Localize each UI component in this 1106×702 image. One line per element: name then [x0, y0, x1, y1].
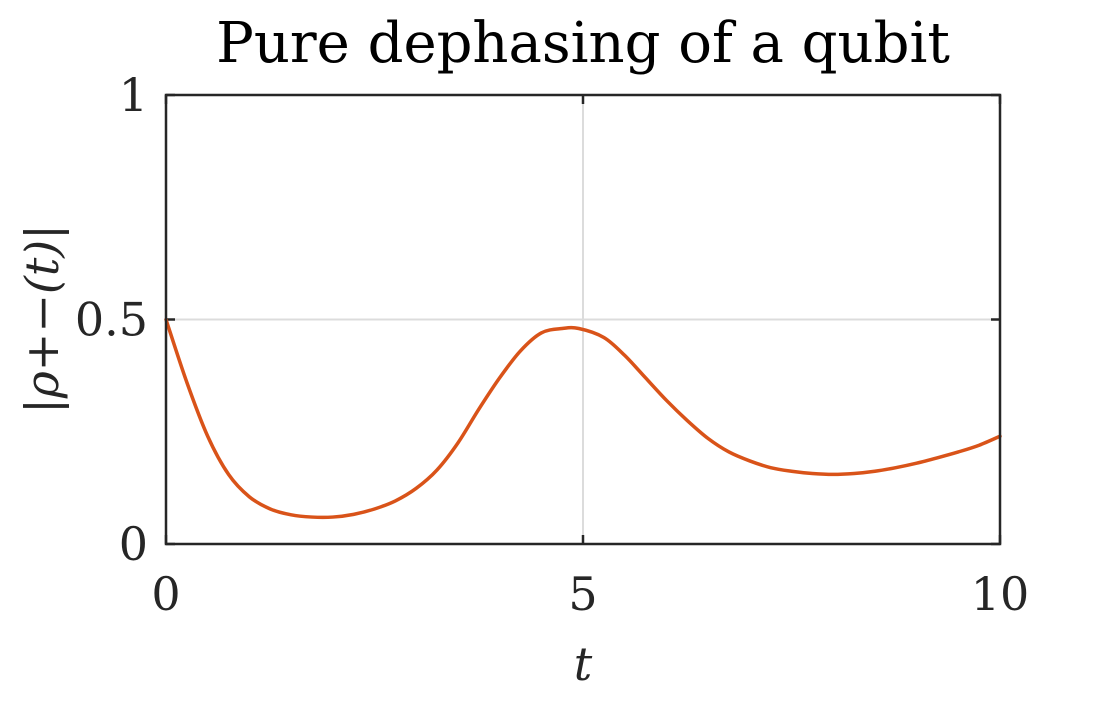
y-tick-label: 1	[119, 68, 148, 122]
y-axis-label: |ρ+−(t)|	[15, 224, 69, 414]
series-line	[164, 317, 1002, 520]
tick-labels: 0 5 10 0 0.5 1	[75, 68, 1029, 621]
x-tick-label: 10	[971, 567, 1030, 621]
plot-frame	[164, 93, 1002, 546]
x-tick-label: 5	[568, 567, 597, 621]
y-tick-label: 0.5	[75, 293, 148, 347]
grid	[166, 95, 1000, 544]
series-lines	[164, 317, 1002, 520]
y-tick-label: 0	[119, 517, 148, 571]
x-tick-label: 0	[151, 567, 180, 621]
x-axis-label: t	[574, 637, 593, 691]
chart-title: Pure dephasing of a qubit	[216, 11, 950, 76]
